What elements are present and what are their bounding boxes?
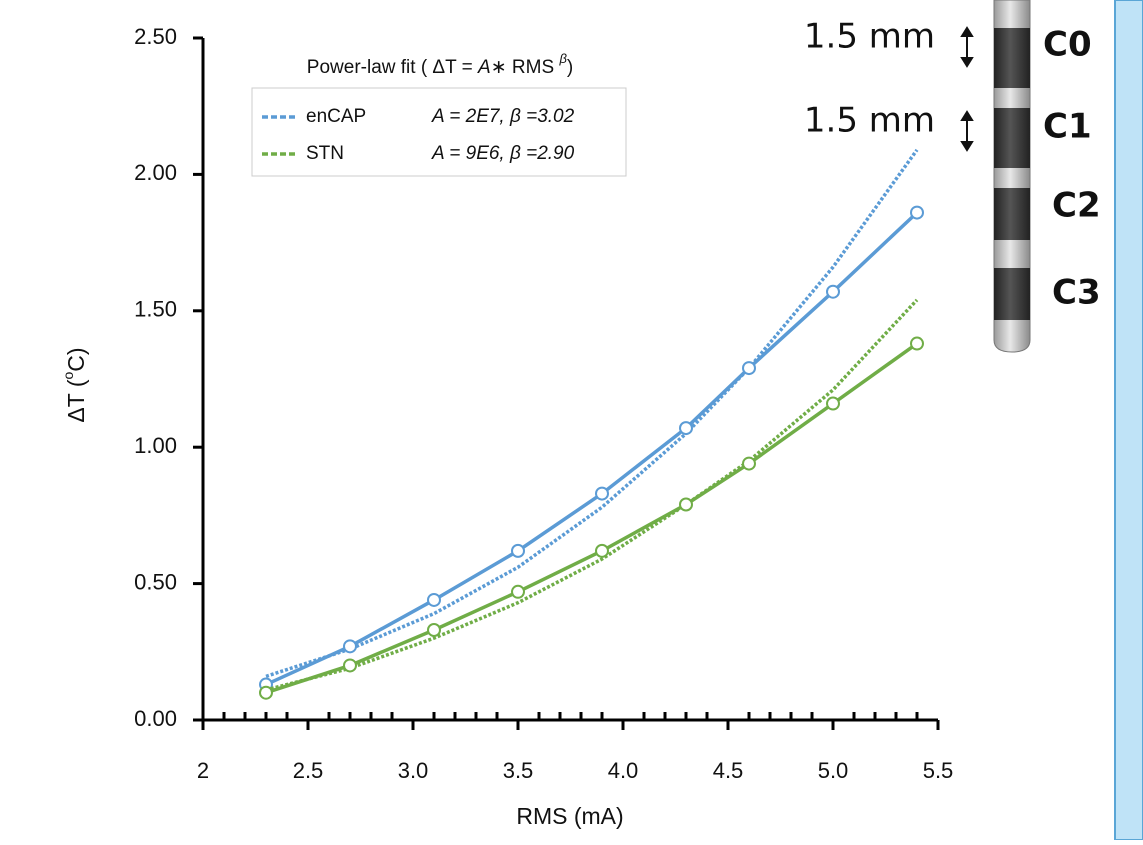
data-point [511,584,525,599]
spacing-label: 1.5 mm [804,101,935,141]
contact-band [994,28,1030,88]
y-axis-title-part: o [60,372,76,380]
data-point [427,622,441,637]
contact-label: C0 [1043,25,1092,65]
legend-fit-label: A = 2E7, β =3.02 [431,106,575,127]
legend-title-part: Power-law fit ( ΔT = [307,57,478,78]
contact-label: C2 [1052,186,1101,226]
data-point [742,361,756,376]
x-tick-label: 2.5 [293,758,324,783]
y-axis-title-part: ΔT ( [63,379,89,422]
legend-label: STN [306,143,344,164]
x-axis-title: RMS (mA) [516,803,623,829]
spacing-label: 1.5 mm [804,17,935,57]
electrode: 1.5 mm 1.5 mm C0 C1 C2 C3 [804,0,1101,353]
data-point [679,497,693,512]
contact-band [994,188,1030,240]
contact-label: C3 [1052,273,1101,313]
fit-line [265,298,919,692]
data-point [742,456,756,471]
data-point [259,685,273,700]
y-axis-title-part: C) [63,347,89,371]
data-point [910,205,924,220]
data-point [826,284,840,299]
data-point [511,543,525,558]
data-point [910,336,924,351]
y-tick-label: 1.50 [134,297,177,322]
side-strip [1114,0,1143,841]
data-point [595,486,609,501]
data-point [679,421,693,436]
legend-fit-label: A = 9E6, β =2.90 [431,143,575,164]
contact-label: C1 [1043,107,1092,147]
data-point [427,592,441,607]
contact-band [994,268,1030,320]
x-tick-label: 5.0 [818,758,849,783]
x-tick-label: 3.0 [398,758,429,783]
legend-title-part: A [477,57,491,78]
contact-band [994,108,1030,168]
legend-title-part: ) [567,57,573,78]
y-axis-title: ΔT (oC) [60,347,89,422]
legend-title: Power-law fit ( ΔT = A∗ RMS β) [307,51,573,78]
x-tick-label: 3.5 [503,758,534,783]
x-tick-label: 4.5 [713,758,744,783]
legend-box [251,87,627,177]
y-tick-label: 2.00 [134,160,177,185]
data-point [595,543,609,558]
x-tick-label: 4.0 [608,758,639,783]
legend-title-part: β [558,51,567,66]
data-point [826,396,840,411]
spacing-arrows [960,26,974,152]
data-point [343,658,357,673]
legend-title-part: ∗ RMS [491,57,560,78]
y-tick-label: 0.00 [134,706,177,731]
y-tick-label: 0.50 [134,569,177,594]
x-tick-label: 2 [197,758,209,783]
legend-label: enCAP [306,106,366,127]
y-tick-label: 2.50 [134,24,177,49]
data-point [343,639,357,654]
y-tick-label: 1.00 [134,433,177,458]
x-tick-label: 5.5 [923,758,954,783]
